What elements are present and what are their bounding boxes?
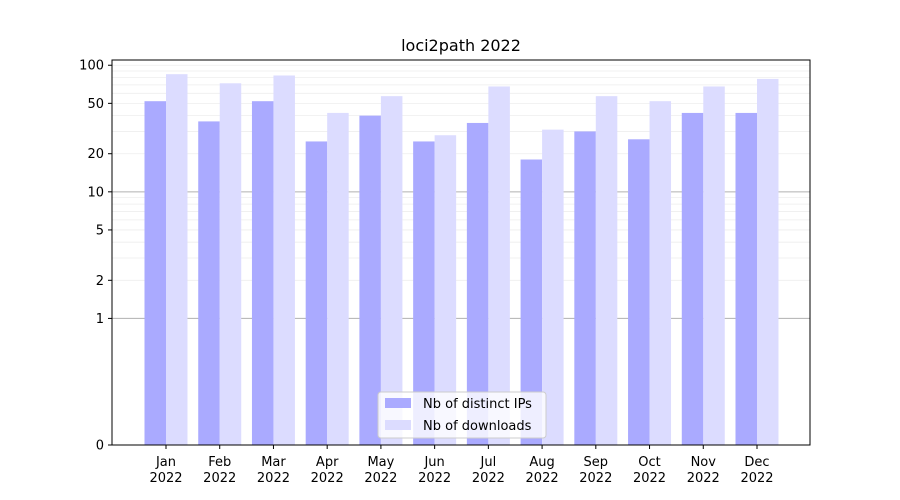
x-tick-label: Nov 2022	[687, 455, 720, 486]
bar-distinct-ips	[628, 139, 650, 445]
bar-downloads	[649, 101, 672, 446]
x-tick-label: Aug 2022	[526, 455, 559, 486]
bar-distinct-ips	[359, 115, 381, 445]
bar-downloads	[380, 96, 403, 446]
plot-frame	[111, 59, 811, 446]
legend-label-downloads: Nb of downloads	[423, 419, 532, 434]
bar-distinct-ips	[574, 131, 596, 445]
bar-distinct-ips	[305, 141, 328, 445]
y-tick-label: 10	[87, 185, 104, 200]
legend-box	[377, 391, 547, 439]
bar-distinct-ips	[251, 101, 274, 446]
bar-downloads	[219, 83, 242, 445]
bar-downloads	[488, 86, 510, 445]
bar-downloads	[434, 135, 457, 445]
legend-label-distinct-ips: Nb of distinct IPs	[423, 397, 532, 412]
x-tick-label: Sep 2022	[579, 455, 612, 486]
bar-distinct-ips	[466, 122, 489, 445]
x-tick-label: Feb 2022	[203, 455, 236, 486]
y-tick-label: 20	[87, 147, 104, 162]
bar-distinct-ips	[413, 141, 435, 445]
bar-downloads	[703, 86, 725, 445]
y-tick-label: 2	[96, 274, 104, 289]
bar-downloads	[542, 129, 564, 445]
y-tick-label: 50	[87, 97, 104, 112]
x-tick-label: Jul 2022	[472, 455, 505, 486]
bar-downloads	[166, 74, 188, 446]
bar-downloads	[595, 96, 618, 446]
legend: Nb of distinct IPs Nb of downloads	[377, 391, 547, 439]
bar-downloads	[327, 112, 349, 446]
chart-title: loci2path 2022	[401, 36, 521, 55]
bar-downloads	[273, 75, 295, 446]
bar-distinct-ips	[520, 159, 543, 445]
y-tick-label: 0	[96, 439, 104, 454]
y-tick-label: 5	[96, 223, 104, 238]
x-axis: Jan 2022 Feb 2022 Mar 2022 Apr 2022 May 2022 Jun 20…	[149, 445, 774, 486]
y-tick-label: 1	[96, 312, 104, 327]
bar-downloads	[757, 78, 779, 445]
x-tick-label: Apr 2022	[311, 455, 344, 486]
bars	[144, 74, 779, 446]
x-tick-label: Oct 2022	[633, 455, 666, 486]
y-axis: 0 1 2 5 10 20 50 100	[79, 59, 112, 454]
legend-swatch-distinct-ips	[385, 398, 411, 408]
legend-swatch-downloads	[385, 420, 411, 430]
x-tick-label: Jun 2022	[418, 455, 451, 486]
bar-distinct-ips	[198, 121, 220, 445]
bar-distinct-ips	[144, 101, 166, 446]
x-tick-label: Dec 2022	[740, 455, 773, 486]
y-tick-label: 100	[79, 59, 104, 74]
x-tick-label: May 2022	[364, 455, 397, 486]
bar-distinct-ips	[681, 112, 704, 446]
x-tick-label: Jan 2022	[149, 455, 182, 486]
x-tick-label: Mar 2022	[257, 455, 290, 486]
bar-distinct-ips	[735, 112, 757, 446]
